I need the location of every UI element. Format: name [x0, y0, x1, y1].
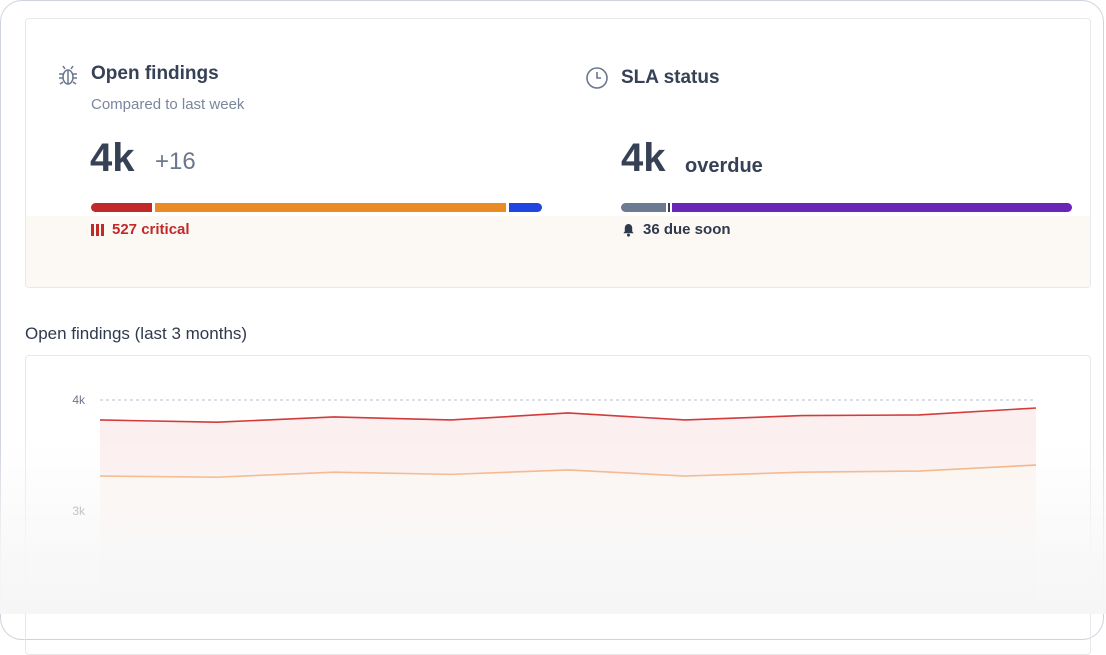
- series-area-1: [100, 465, 1036, 614]
- y-tick-label: 4k: [72, 393, 86, 407]
- open-findings-chart: 4k 3k: [0, 0, 1106, 614]
- y-tick-label: 3k: [72, 504, 86, 518]
